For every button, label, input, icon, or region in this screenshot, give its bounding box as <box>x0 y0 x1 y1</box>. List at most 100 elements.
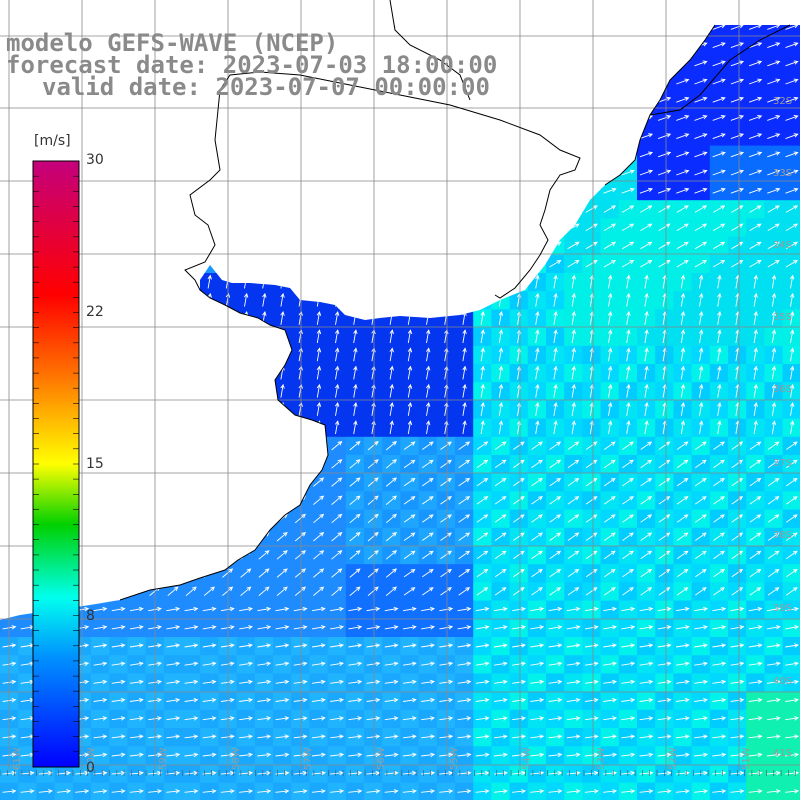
wind-speed-cell <box>655 127 674 146</box>
wind-speed-cell <box>564 673 583 692</box>
wind-speed-cell <box>582 255 601 274</box>
wind-speed-cell <box>710 528 729 547</box>
wind-speed-cell <box>455 637 474 656</box>
wind-speed-cell <box>601 473 620 492</box>
wind-speed-cell <box>346 637 365 656</box>
wind-speed-cell <box>382 473 401 492</box>
wind-speed-cell <box>237 564 256 583</box>
wind-speed-cell <box>637 146 656 165</box>
wind-speed-cell <box>746 237 765 256</box>
wind-speed-cell <box>382 528 401 547</box>
wind-speed-cell <box>692 673 711 692</box>
wind-speed-cell <box>182 601 201 620</box>
wind-speed-cell <box>728 36 747 55</box>
wind-speed-cell <box>710 582 729 601</box>
wind-speed-cell <box>473 710 492 729</box>
wind-speed-cell <box>255 655 274 674</box>
wind-speed-cell <box>637 673 656 692</box>
wind-speed-cell <box>728 582 747 601</box>
wind-speed-cell <box>510 655 529 674</box>
wind-speed-cell <box>673 146 692 165</box>
wind-speed-cell <box>728 91 747 110</box>
wind-speed-cell <box>491 619 510 638</box>
wind-speed-cell <box>692 510 711 529</box>
wind-speed-cell <box>255 601 274 620</box>
wind-speed-cell <box>637 182 656 201</box>
wind-speed-cell <box>655 564 674 583</box>
wind-speed-cell <box>255 582 274 601</box>
wind-speed-cell <box>273 637 292 656</box>
wind-speed-cell <box>692 109 711 128</box>
wind-speed-cell <box>364 491 383 510</box>
wind-speed-cell <box>455 582 474 601</box>
wind-speed-cell <box>510 619 529 638</box>
wind-speed-cell <box>728 255 747 274</box>
wind-speed-cell <box>764 582 783 601</box>
wind-speed-cell <box>91 655 110 674</box>
wind-speed-cell <box>437 455 456 474</box>
wind-speed-cell <box>619 491 638 510</box>
wind-speed-cell <box>746 673 765 692</box>
wind-speed-cell <box>309 710 328 729</box>
wind-speed-cell <box>273 564 292 583</box>
wind-speed-cell <box>692 237 711 256</box>
wind-speed-cell <box>200 710 219 729</box>
wind-speed-cell <box>619 582 638 601</box>
wind-speed-cell <box>710 655 729 674</box>
wind-speed-cell <box>273 655 292 674</box>
wind-speed-cell <box>746 182 765 201</box>
wind-speed-cell <box>91 692 110 711</box>
wind-speed-cell <box>419 437 438 456</box>
wind-speed-cell <box>692 55 711 74</box>
wind-speed-cell <box>673 692 692 711</box>
wind-speed-cell <box>455 437 474 456</box>
wind-speed-cell <box>328 582 347 601</box>
wind-speed-cell <box>528 619 547 638</box>
wind-speed-cell <box>564 637 583 656</box>
wind-speed-cell <box>582 510 601 529</box>
wind-speed-cell <box>710 55 729 74</box>
wind-speed-cell <box>746 109 765 128</box>
wind-speed-cell <box>673 73 692 92</box>
wind-speed-cell <box>109 655 128 674</box>
wind-speed-cell <box>619 710 638 729</box>
wind-speed-cell <box>655 582 674 601</box>
wind-speed-cell <box>764 637 783 656</box>
wind-speed-cell <box>109 673 128 692</box>
wind-speed-cell <box>473 601 492 620</box>
wind-speed-cell <box>491 437 510 456</box>
wind-speed-cell <box>382 582 401 601</box>
wind-speed-cell <box>328 546 347 565</box>
wind-speed-cell <box>400 510 419 529</box>
wind-speed-cell <box>746 455 765 474</box>
wind-speed-cell <box>510 473 529 492</box>
wind-speed-cell <box>455 619 474 638</box>
wind-speed-cell <box>655 473 674 492</box>
wind-speed-cell <box>491 455 510 474</box>
wind-speed-cell <box>364 710 383 729</box>
wind-speed-cell <box>346 710 365 729</box>
wind-speed-cell <box>273 673 292 692</box>
wind-speed-cell <box>692 528 711 547</box>
wind-speed-cell <box>364 473 383 492</box>
wind-speed-cell <box>728 146 747 165</box>
wind-speed-cell <box>127 710 146 729</box>
wind-speed-cell <box>546 673 565 692</box>
wind-speed-cell <box>400 692 419 711</box>
lat-label-35s: 35S <box>773 312 792 323</box>
wind-speed-cell <box>346 546 365 565</box>
wind-speed-cell <box>182 655 201 674</box>
wind-speed-cell <box>382 491 401 510</box>
wind-speed-cell <box>637 655 656 674</box>
wind-speed-cell <box>255 673 274 692</box>
wind-speed-cell <box>109 619 128 638</box>
colorbar-tick-15: 15 <box>86 456 104 472</box>
wind-speed-cell <box>473 692 492 711</box>
wind-speed-cell <box>346 564 365 583</box>
wind-speed-cell <box>746 200 765 219</box>
wind-speed-cell <box>619 510 638 529</box>
wind-speed-cell <box>419 491 438 510</box>
wind-speed-cell <box>382 710 401 729</box>
wind-speed-cell <box>673 182 692 201</box>
wind-speed-cell <box>655 619 674 638</box>
